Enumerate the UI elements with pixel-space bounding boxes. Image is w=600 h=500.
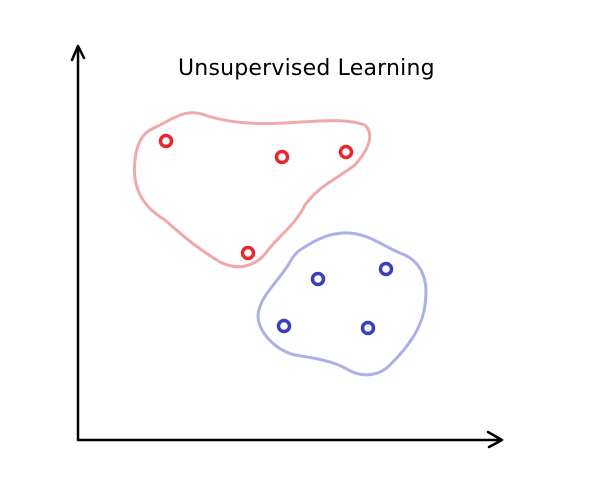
y-axis-arrowhead	[70, 44, 86, 62]
data-point	[276, 318, 292, 334]
cluster-points-blue	[276, 261, 394, 336]
data-point	[378, 261, 394, 277]
data-point	[158, 133, 174, 149]
data-point	[310, 271, 326, 287]
diagram-title: Unsupervised Learning	[178, 56, 435, 81]
cluster-outline-blue	[256, 231, 428, 377]
data-point	[338, 144, 354, 160]
x-axis-arrowhead	[486, 430, 504, 449]
cluster-points-red	[158, 133, 354, 261]
data-point	[360, 320, 376, 336]
data-point	[274, 149, 290, 165]
cluster-outline-red	[132, 111, 372, 269]
axes	[70, 44, 504, 449]
data-point	[240, 245, 256, 261]
